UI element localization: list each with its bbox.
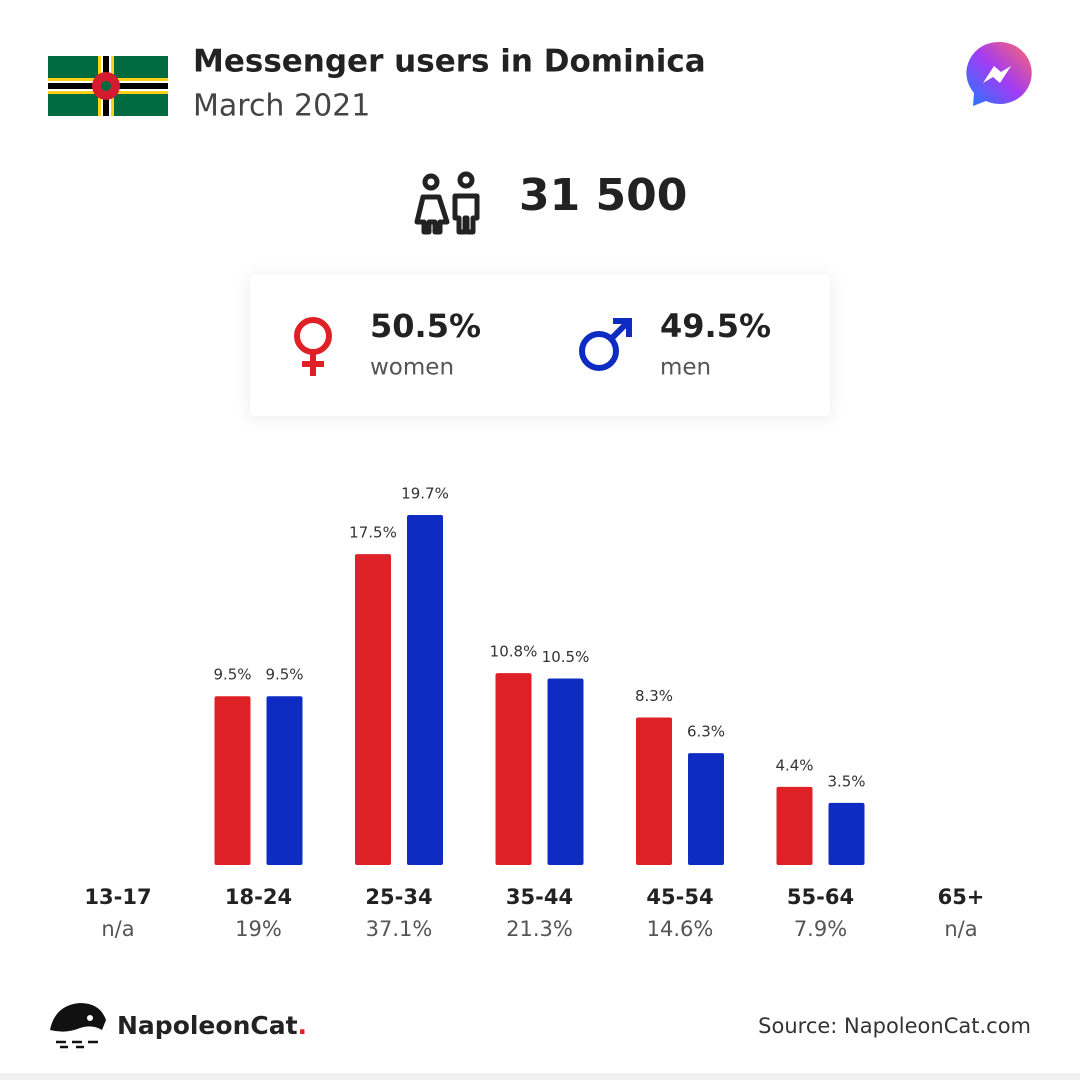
bar: [407, 515, 443, 865]
category-total: n/a: [944, 917, 977, 941]
bar: [214, 696, 251, 865]
title: Messenger users in Dominica: [193, 44, 706, 80]
value-label: 9.5%: [265, 666, 303, 684]
napoleoncat-logo: [50, 1003, 106, 1049]
flag: [48, 56, 168, 116]
brand-mark: .: [298, 1011, 308, 1040]
category-label: 45-54: [646, 885, 713, 909]
bar: [266, 696, 303, 865]
category-total: n/a: [101, 917, 134, 941]
bar: [495, 673, 532, 865]
category-total: 7.9%: [794, 917, 847, 941]
value-label: 10.8%: [490, 643, 538, 661]
age-chart: 13-17 n/a 18-24 19% 9.5% 9.5% 25-34 37.1% 17.5% 1…: [84, 485, 984, 942]
category-label: 35-44: [506, 885, 573, 909]
messenger-logo: [966, 41, 1032, 106]
people-icon: [414, 171, 480, 235]
value-label: 10.5%: [542, 648, 590, 666]
category-total: 19%: [235, 917, 282, 941]
male-icon: [579, 318, 632, 371]
category-label: 25-34: [365, 885, 432, 909]
source: Source: NapoleonCat.com: [758, 1014, 1031, 1038]
women-share: 50.5%: [370, 307, 481, 345]
total-users: 31 500: [519, 170, 687, 221]
subtitle: March 2021: [193, 89, 370, 124]
gender-card: [250, 274, 830, 416]
value-label: 9.5%: [213, 666, 251, 684]
value-label: 19.7%: [401, 485, 449, 503]
bar: [776, 786, 813, 865]
men-share: 49.5%: [660, 307, 771, 345]
brand: NapoleonCat.: [117, 1011, 307, 1040]
category-total: 37.1%: [366, 917, 433, 941]
men-label: men: [660, 355, 711, 381]
female-icon: [294, 317, 332, 376]
value-label: 4.4%: [775, 756, 813, 774]
value-label: 17.5%: [349, 524, 397, 542]
category-label: 65+: [938, 885, 985, 909]
category-label: 55-64: [787, 885, 854, 909]
bar: [547, 678, 584, 865]
bar: [355, 554, 391, 865]
category-label: 18-24: [225, 885, 292, 909]
women-label: women: [370, 355, 454, 381]
value-label: 8.3%: [635, 687, 673, 705]
category-total: 21.3%: [506, 917, 573, 941]
bar: [636, 717, 672, 865]
value-label: 6.3%: [687, 723, 725, 741]
category-label: 13-17: [84, 885, 151, 909]
bottom-strip: [0, 1073, 1080, 1080]
bar: [828, 802, 865, 865]
value-label: 3.5%: [827, 772, 865, 790]
brand-name: NapoleonCat: [117, 1011, 298, 1040]
category-total: 14.6%: [647, 917, 714, 941]
bar: [688, 753, 724, 865]
